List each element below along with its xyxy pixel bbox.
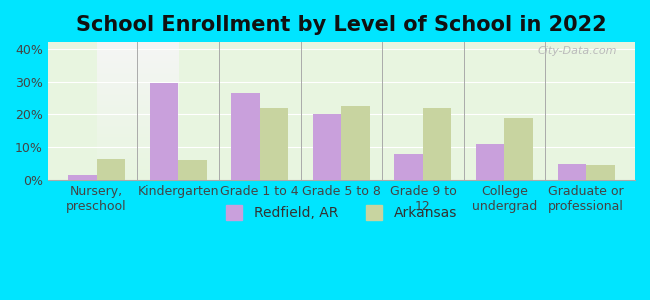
Bar (586, 165, 615, 180)
Title: School Enrollment by Level of School in 2022: School Enrollment by Level of School in … (76, 15, 606, 35)
Bar (476, 144, 504, 180)
Bar (313, 114, 341, 180)
Legend: Redfield, AR, Arkansas: Redfield, AR, Arkansas (220, 200, 462, 226)
Bar (341, 106, 370, 180)
Bar (231, 93, 260, 180)
Bar (558, 164, 586, 180)
Bar (150, 83, 178, 180)
Bar (423, 108, 452, 180)
Bar (395, 154, 423, 180)
Bar (504, 118, 533, 180)
Bar (178, 160, 207, 180)
Bar (97, 159, 125, 180)
Bar (68, 175, 97, 180)
Bar (260, 108, 289, 180)
Text: City-Data.com: City-Data.com (538, 46, 617, 56)
